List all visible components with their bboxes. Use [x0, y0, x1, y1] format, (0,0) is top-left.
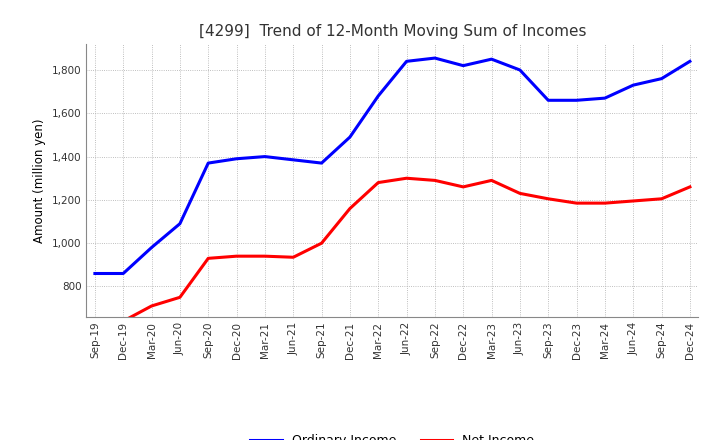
Net Income: [119, 319, 127, 324]
Net Income: [459, 184, 467, 190]
Y-axis label: Amount (million yen): Amount (million yen): [33, 118, 46, 242]
Ordinary Income: [572, 98, 581, 103]
Ordinary Income: [148, 245, 156, 250]
Ordinary Income: [318, 161, 326, 166]
Net Income: [657, 196, 666, 202]
Ordinary Income: [346, 135, 354, 140]
Ordinary Income: [516, 67, 524, 73]
Ordinary Income: [402, 59, 411, 64]
Ordinary Income: [459, 63, 467, 68]
Net Income: [572, 201, 581, 206]
Net Income: [402, 176, 411, 181]
Ordinary Income: [487, 56, 496, 62]
Legend: Ordinary Income, Net Income: Ordinary Income, Net Income: [246, 429, 539, 440]
Ordinary Income: [289, 157, 297, 162]
Net Income: [233, 253, 241, 259]
Net Income: [629, 198, 637, 204]
Ordinary Income: [91, 271, 99, 276]
Net Income: [600, 201, 609, 206]
Ordinary Income: [544, 98, 552, 103]
Ordinary Income: [629, 82, 637, 88]
Ordinary Income: [431, 55, 439, 61]
Ordinary Income: [600, 95, 609, 101]
Net Income: [374, 180, 382, 185]
Ordinary Income: [176, 221, 184, 226]
Net Income: [176, 295, 184, 300]
Net Income: [346, 206, 354, 211]
Ordinary Income: [685, 59, 694, 64]
Net Income: [148, 303, 156, 308]
Net Income: [544, 196, 552, 202]
Net Income: [204, 256, 212, 261]
Line: Net Income: Net Income: [95, 178, 690, 321]
Net Income: [289, 255, 297, 260]
Net Income: [487, 178, 496, 183]
Ordinary Income: [657, 76, 666, 81]
Ordinary Income: [204, 161, 212, 166]
Ordinary Income: [261, 154, 269, 159]
Title: [4299]  Trend of 12-Month Moving Sum of Incomes: [4299] Trend of 12-Month Moving Sum of I…: [199, 24, 586, 39]
Net Income: [261, 253, 269, 259]
Line: Ordinary Income: Ordinary Income: [95, 58, 690, 274]
Ordinary Income: [374, 93, 382, 99]
Net Income: [685, 184, 694, 190]
Net Income: [431, 178, 439, 183]
Net Income: [318, 241, 326, 246]
Net Income: [91, 316, 99, 322]
Ordinary Income: [233, 156, 241, 161]
Net Income: [516, 191, 524, 196]
Ordinary Income: [119, 271, 127, 276]
